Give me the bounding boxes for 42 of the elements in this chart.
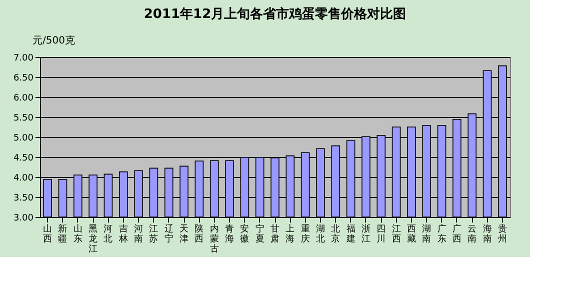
y-tick-label: 4.00 [13,174,34,184]
x-tick-label: 河南 [134,224,144,244]
x-tick-label: 黑龙江 [88,224,98,254]
x-tick-label: 宁夏 [255,224,264,244]
x-tick-label: 新疆 [58,224,68,244]
x-tick-label: 甘肃 [270,224,280,244]
x-tick-label: 四川 [376,224,386,244]
x-tick-label: 青海 [225,224,234,244]
y-tick-label: 6.00 [13,94,34,104]
x-tick-label: 上海 [286,224,295,244]
x-tick-label: 江西 [392,224,401,244]
y-tick-label: 5.50 [13,114,34,124]
x-tick-label: 贵州 [498,224,507,244]
x-tick-label: 浙江 [361,224,370,244]
y-tick-label: 4.50 [13,154,34,164]
x-tick-label: 湖南 [422,224,432,244]
x-tick-label: 广西 [452,224,462,244]
y-tick-label: 3.50 [13,194,34,204]
x-tick-label: 山东 [73,224,82,244]
x-tick-label: 海南 [482,224,492,244]
chart-title: 2011年12月上旬各省市鸡蛋零售价格对比图 [144,6,406,22]
x-tick-label: 北京 [331,224,340,244]
x-tick-label: 天津 [180,224,189,244]
x-tick-label: 广东 [437,224,446,244]
x-tick-label: 安徽 [240,224,250,244]
x-tick-label: 辽宁 [164,224,174,244]
x-tick-label: 河北 [104,224,113,244]
y-tick-label: 6.50 [13,74,34,84]
y-tick-label: 7.00 [13,54,34,64]
x-tick-label: 吉林 [118,224,128,244]
x-tick-label: 云南 [468,224,477,244]
x-tick-label: 陕西 [194,224,204,244]
y-tick-label: 5.00 [13,134,34,144]
y-tick-label: 3.00 [13,214,34,224]
y-axis-title: 元/500克 [32,34,75,46]
x-tick-label: 江苏 [149,224,158,244]
x-tick-label: 湖北 [316,224,325,244]
x-tick-label: 山西 [43,224,52,244]
x-tick-label: 西藏 [406,224,416,244]
x-tick-label: 重庆 [300,224,310,244]
x-tick-label: 福建 [345,224,356,244]
x-tick-label: 内蒙古 [210,224,219,254]
